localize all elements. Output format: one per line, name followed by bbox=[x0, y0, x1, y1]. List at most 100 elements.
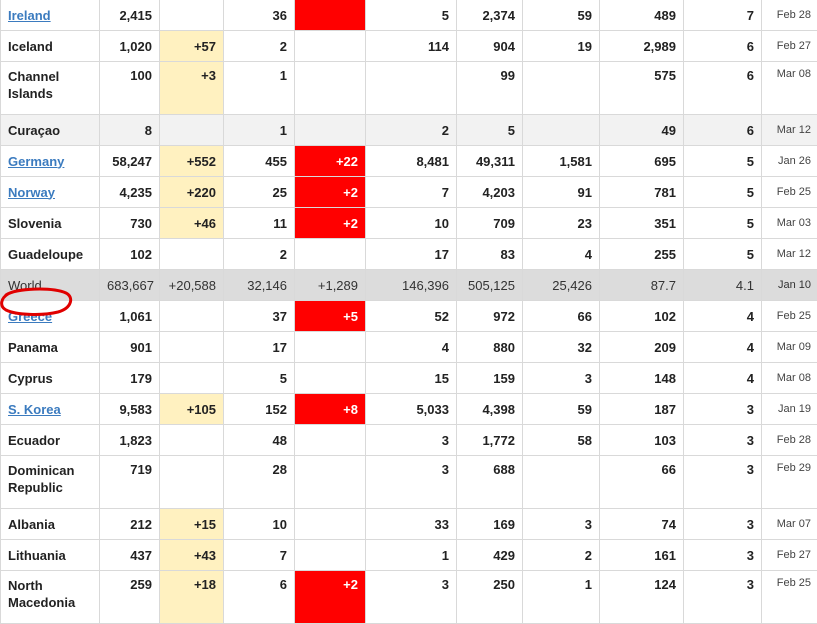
active-cases-cell: 2,374 bbox=[457, 0, 523, 31]
country-link[interactable]: Germany bbox=[8, 154, 64, 169]
serious-cell: 66 bbox=[523, 301, 600, 332]
country-link[interactable]: Ireland bbox=[8, 8, 51, 23]
ratio-cell: 5 bbox=[684, 146, 762, 177]
country-cell: Greece bbox=[1, 301, 100, 332]
ratio-cell: 4 bbox=[684, 301, 762, 332]
total-deaths-cell: 37 bbox=[224, 301, 295, 332]
total-recovered-cell: 5,033 bbox=[366, 394, 457, 425]
country-name: Albania bbox=[8, 517, 55, 532]
total-cases-cell: 102 bbox=[100, 239, 160, 270]
serious-cell: 59 bbox=[523, 394, 600, 425]
ratio-cell: 3 bbox=[684, 456, 762, 509]
per-million-cell: 49 bbox=[600, 115, 684, 146]
country-name: Ecuador bbox=[8, 433, 60, 448]
new-cases-cell bbox=[160, 363, 224, 394]
serious-cell: 1,581 bbox=[523, 146, 600, 177]
country-link[interactable]: S. Korea bbox=[8, 402, 61, 417]
ratio-cell: 6 bbox=[684, 31, 762, 62]
total-deaths-cell: 1 bbox=[224, 115, 295, 146]
total-deaths-cell: 36 bbox=[224, 0, 295, 31]
country-cell: Curaçao bbox=[1, 115, 100, 146]
total-cases-cell: 4,235 bbox=[100, 177, 160, 208]
total-deaths-cell: 25 bbox=[224, 177, 295, 208]
country-cell: Dominican Republic bbox=[1, 456, 100, 509]
new-deaths-cell bbox=[295, 31, 366, 62]
country-name: Cyprus bbox=[8, 371, 53, 386]
per-million-cell: 87.7 bbox=[600, 270, 684, 301]
serious-cell: 4 bbox=[523, 239, 600, 270]
active-cases-cell: 709 bbox=[457, 208, 523, 239]
total-deaths-cell: 2 bbox=[224, 31, 295, 62]
country-link[interactable]: Norway bbox=[8, 185, 55, 200]
new-cases-cell: +20,588 bbox=[160, 270, 224, 301]
new-deaths-cell: +2 bbox=[295, 208, 366, 239]
per-million-cell: 74 bbox=[600, 509, 684, 540]
country-name: Slovenia bbox=[8, 216, 61, 231]
country-cell: Ireland bbox=[1, 0, 100, 31]
total-deaths-cell: 2 bbox=[224, 239, 295, 270]
total-cases-cell: 901 bbox=[100, 332, 160, 363]
serious-cell bbox=[523, 115, 600, 146]
country-name: Lithuania bbox=[8, 548, 66, 563]
active-cases-cell: 688 bbox=[457, 456, 523, 509]
new-deaths-cell bbox=[295, 425, 366, 456]
active-cases-cell: 505,125 bbox=[457, 270, 523, 301]
first-case-cell: Mar 03 bbox=[762, 208, 817, 239]
total-cases-cell: 259 bbox=[100, 571, 160, 624]
first-case-cell: Mar 07 bbox=[762, 509, 817, 540]
total-deaths-cell: 152 bbox=[224, 394, 295, 425]
country-cell: S. Korea bbox=[1, 394, 100, 425]
country-name: Channel Islands bbox=[8, 69, 59, 101]
total-cases-cell: 1,061 bbox=[100, 301, 160, 332]
total-recovered-cell: 3 bbox=[366, 425, 457, 456]
new-deaths-cell bbox=[295, 456, 366, 509]
active-cases-cell: 83 bbox=[457, 239, 523, 270]
total-cases-cell: 212 bbox=[100, 509, 160, 540]
per-million-cell: 351 bbox=[600, 208, 684, 239]
ratio-cell: 5 bbox=[684, 177, 762, 208]
country-cell: Lithuania bbox=[1, 540, 100, 571]
ratio-cell: 6 bbox=[684, 62, 762, 115]
total-deaths-cell: 5 bbox=[224, 363, 295, 394]
serious-cell: 3 bbox=[523, 509, 600, 540]
serious-cell: 1 bbox=[523, 571, 600, 624]
active-cases-cell: 250 bbox=[457, 571, 523, 624]
serious-cell: 91 bbox=[523, 177, 600, 208]
active-cases-cell: 880 bbox=[457, 332, 523, 363]
country-cell: Iceland bbox=[1, 31, 100, 62]
total-deaths-cell: 11 bbox=[224, 208, 295, 239]
total-recovered-cell: 10 bbox=[366, 208, 457, 239]
per-million-cell: 66 bbox=[600, 456, 684, 509]
new-deaths-cell bbox=[295, 540, 366, 571]
serious-cell: 2 bbox=[523, 540, 600, 571]
ratio-cell: 7 bbox=[684, 0, 762, 31]
first-case-cell: Jan 26 bbox=[762, 146, 817, 177]
total-cases-cell: 730 bbox=[100, 208, 160, 239]
ratio-cell: 3 bbox=[684, 394, 762, 425]
country-link[interactable]: Greece bbox=[8, 309, 52, 324]
active-cases-cell: 4,398 bbox=[457, 394, 523, 425]
ratio-cell: 3 bbox=[684, 571, 762, 624]
new-cases-cell: +57 bbox=[160, 31, 224, 62]
country-name: Iceland bbox=[8, 39, 53, 54]
new-cases-cell: +18 bbox=[160, 571, 224, 624]
new-deaths-cell: +8 bbox=[295, 394, 366, 425]
total-deaths-cell: 7 bbox=[224, 540, 295, 571]
first-case-cell: Feb 25 bbox=[762, 301, 817, 332]
active-cases-cell: 99 bbox=[457, 62, 523, 115]
ratio-cell: 4 bbox=[684, 332, 762, 363]
serious-cell: 19 bbox=[523, 31, 600, 62]
total-deaths-cell: 6 bbox=[224, 571, 295, 624]
total-deaths-cell: 32,146 bbox=[224, 270, 295, 301]
total-cases-cell: 437 bbox=[100, 540, 160, 571]
total-recovered-cell: 1 bbox=[366, 540, 457, 571]
total-recovered-cell: 3 bbox=[366, 456, 457, 509]
